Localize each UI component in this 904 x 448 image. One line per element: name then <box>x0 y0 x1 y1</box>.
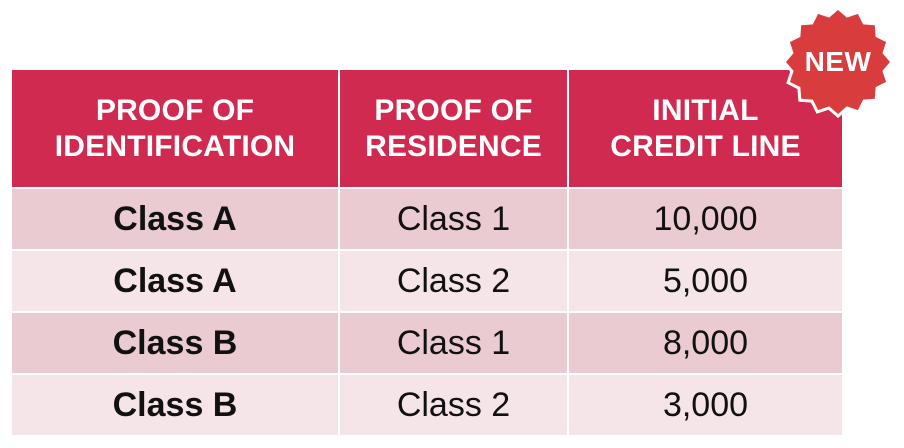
table-cell-credit-line: 3,000 <box>569 375 842 437</box>
table-cell-identification: Class A <box>12 189 340 251</box>
table-cell-identification: Class A <box>12 251 340 313</box>
header-proof-of-identification: PROOF OF IDENTIFICATION <box>12 70 340 189</box>
table-cell-identification: Class B <box>12 313 340 375</box>
badge-seal-icon <box>782 6 894 118</box>
table-cell-credit-line: 10,000 <box>569 189 842 251</box>
credit-line-table: PROOF OF IDENTIFICATION PROOF OF RESIDEN… <box>12 70 842 437</box>
table-cell-residence: Class 1 <box>340 313 569 375</box>
header-proof-of-residence: PROOF OF RESIDENCE <box>340 70 569 189</box>
table-cell-identification: Class B <box>12 375 340 437</box>
header-initial-credit-line: INITIAL CREDIT LINE <box>569 70 842 189</box>
table-cell-residence: Class 1 <box>340 189 569 251</box>
table-cell-credit-line: 8,000 <box>569 313 842 375</box>
new-badge: NEW <box>780 4 896 120</box>
table-cell-credit-line: 5,000 <box>569 251 842 313</box>
table-cell-residence: Class 2 <box>340 375 569 437</box>
table-cell-residence: Class 2 <box>340 251 569 313</box>
badge-label: NEW <box>804 46 872 77</box>
